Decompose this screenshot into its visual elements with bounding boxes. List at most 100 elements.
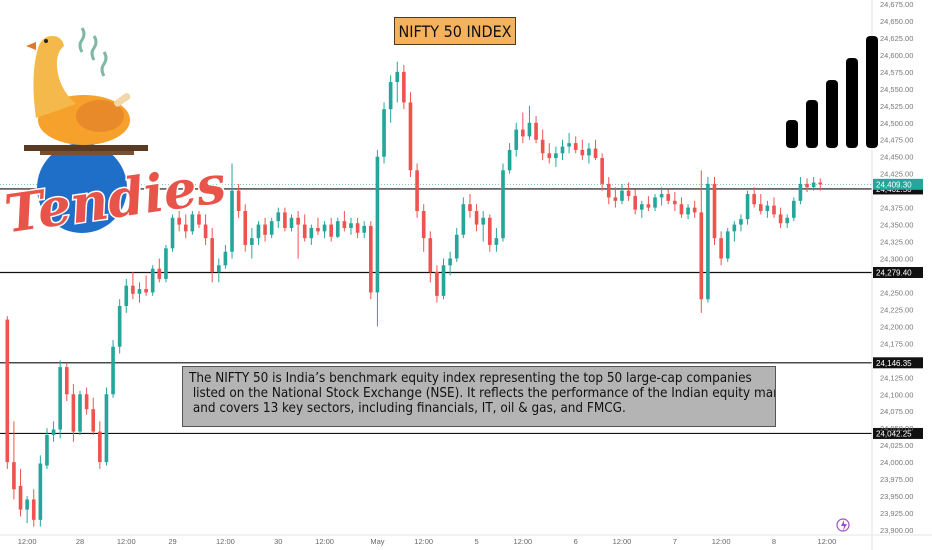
candle-body[interactable] <box>633 196 638 210</box>
candle-body[interactable] <box>415 170 419 212</box>
candle-body[interactable] <box>12 462 16 490</box>
candle-body[interactable] <box>527 122 532 137</box>
candle-body[interactable] <box>626 190 631 197</box>
candle-body[interactable] <box>719 238 723 259</box>
candle-body[interactable] <box>798 183 803 201</box>
candle-body[interactable] <box>131 285 135 294</box>
candle-body[interactable] <box>256 224 261 239</box>
candle-body[interactable] <box>679 204 684 215</box>
candle-body[interactable] <box>639 204 644 210</box>
candle-body[interactable] <box>487 217 492 245</box>
candle-body[interactable] <box>421 211 426 239</box>
candle-body[interactable] <box>772 205 776 215</box>
candle-body[interactable] <box>150 268 155 293</box>
candle-body[interactable] <box>157 268 162 279</box>
candle-body[interactable] <box>51 429 56 435</box>
candle-body[interactable] <box>428 238 433 273</box>
candle-body[interactable] <box>104 394 109 463</box>
candle-body[interactable] <box>646 204 651 208</box>
candle-body[interactable] <box>349 223 353 228</box>
candle-body[interactable] <box>382 109 386 157</box>
candle-body[interactable] <box>567 143 571 147</box>
candle-body[interactable] <box>369 225 373 293</box>
candle-body[interactable] <box>375 156 380 293</box>
candle-body[interactable] <box>692 207 697 213</box>
candle-body[interactable] <box>521 129 525 137</box>
candle-body[interactable] <box>283 212 287 228</box>
candle-body[interactable] <box>296 217 300 225</box>
candle-body[interactable] <box>494 238 499 245</box>
candle-body[interactable] <box>534 122 538 140</box>
candle-body[interactable] <box>91 409 96 432</box>
candle-body[interactable] <box>474 211 479 225</box>
candle-body[interactable] <box>269 221 274 235</box>
candle-body[interactable] <box>547 153 552 159</box>
candle-body[interactable] <box>243 211 248 245</box>
candle-body[interactable] <box>811 182 816 188</box>
candle-body[interactable] <box>785 217 790 224</box>
candle-body[interactable] <box>758 204 763 212</box>
candle-body[interactable] <box>71 394 76 432</box>
candle-body[interactable] <box>263 224 267 235</box>
candle-body[interactable] <box>64 367 69 395</box>
candle-body[interactable] <box>124 285 129 307</box>
candle-body[interactable] <box>98 431 102 463</box>
candle-body[interactable] <box>276 212 281 222</box>
candle-body[interactable] <box>712 183 717 239</box>
candle-body[interactable] <box>461 204 466 235</box>
candle-body[interactable] <box>739 219 743 225</box>
candle-body[interactable] <box>765 205 770 212</box>
candle-body[interactable] <box>540 139 545 154</box>
candle-body[interactable] <box>805 183 809 188</box>
candle-body[interactable] <box>699 212 704 300</box>
candle-body[interactable] <box>203 224 208 239</box>
candle-body[interactable] <box>78 394 82 432</box>
candle-body[interactable] <box>395 71 400 83</box>
candle-body[interactable] <box>18 485 23 510</box>
candle-body[interactable] <box>137 289 142 294</box>
candle-body[interactable] <box>778 214 783 224</box>
candle-body[interactable] <box>653 197 657 208</box>
candle-body[interactable] <box>38 463 43 520</box>
candle-body[interactable] <box>706 183 710 300</box>
candle-body[interactable] <box>309 227 314 239</box>
candle-body[interactable] <box>236 190 241 212</box>
candle-body[interactable] <box>752 194 756 205</box>
candle-body[interactable] <box>316 227 320 232</box>
candle-body[interactable] <box>177 217 181 225</box>
candle-body[interactable] <box>170 217 175 249</box>
candle-body[interactable] <box>620 190 624 201</box>
candle-body[interactable] <box>362 225 367 233</box>
candle-body[interactable] <box>435 272 439 296</box>
candle-body[interactable] <box>501 170 505 239</box>
candle-body[interactable] <box>216 265 221 273</box>
candle-body[interactable] <box>402 71 406 103</box>
candle-body[interactable] <box>183 224 188 232</box>
candle-body[interactable] <box>818 182 823 185</box>
candle-body[interactable] <box>468 204 472 212</box>
candle-body[interactable] <box>230 190 234 252</box>
candle-body[interactable] <box>573 143 578 150</box>
candle-body[interactable] <box>666 194 671 201</box>
candle-body[interactable] <box>223 251 228 266</box>
candle-body[interactable] <box>408 102 413 171</box>
candle-body[interactable] <box>686 207 690 215</box>
candle-body[interactable] <box>507 149 512 171</box>
candle-body[interactable] <box>25 499 29 510</box>
candle-body[interactable] <box>659 194 664 198</box>
candle-body[interactable] <box>144 289 148 293</box>
candle-body[interactable] <box>289 217 294 228</box>
candle-body[interactable] <box>600 158 604 184</box>
candle-body[interactable] <box>329 224 333 237</box>
candle-body[interactable] <box>454 234 459 259</box>
candle-body[interactable] <box>5 319 10 463</box>
candle-body[interactable] <box>554 153 558 159</box>
candle-body[interactable] <box>587 148 591 156</box>
candle-body[interactable] <box>31 499 36 520</box>
candle-body[interactable] <box>164 248 168 279</box>
candle-body[interactable] <box>448 258 452 266</box>
candle-body[interactable] <box>481 217 485 225</box>
candle-body[interactable] <box>111 346 115 395</box>
candle-body[interactable] <box>560 146 565 154</box>
candle-body[interactable] <box>45 434 49 466</box>
